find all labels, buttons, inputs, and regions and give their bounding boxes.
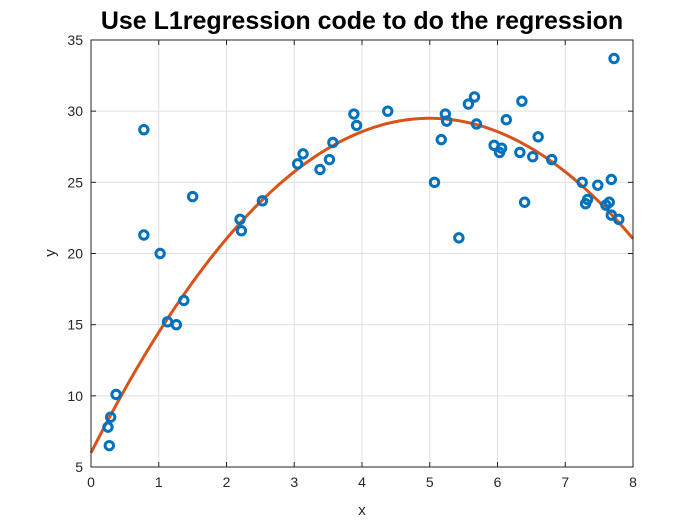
data-point xyxy=(138,229,150,241)
data-point xyxy=(516,95,528,107)
y-tick-label: 10 xyxy=(67,388,83,404)
data-point xyxy=(104,411,117,423)
data-point xyxy=(514,146,526,159)
y-tick-label: 35 xyxy=(67,32,83,48)
data-point xyxy=(495,142,508,154)
data-point xyxy=(327,136,339,149)
data-point xyxy=(592,179,604,191)
data-point xyxy=(256,195,269,207)
x-axis-label: x xyxy=(358,502,366,519)
data-point xyxy=(462,98,475,110)
y-tick-label: 30 xyxy=(67,103,83,119)
data-point xyxy=(435,133,447,146)
y-tick-label: 5 xyxy=(75,459,83,475)
data-point xyxy=(102,421,114,433)
data-point xyxy=(470,118,483,130)
data-point xyxy=(532,131,544,143)
x-tick-label: 6 xyxy=(494,474,502,490)
y-tick-label: 15 xyxy=(67,317,83,333)
data-point xyxy=(297,148,309,160)
y-axis-label: y xyxy=(42,249,59,257)
data-point xyxy=(154,247,166,260)
data-point xyxy=(103,439,115,452)
x-tick-label: 7 xyxy=(561,474,569,490)
data-point xyxy=(178,294,190,307)
data-point xyxy=(613,213,625,226)
data-point xyxy=(235,225,248,237)
x-axis-ticks: 0 1 2 3 4 5 6 7 8 xyxy=(87,40,637,490)
data-point xyxy=(323,153,336,166)
data-point xyxy=(186,190,199,203)
data-point xyxy=(291,158,304,170)
x-tick-label: 2 xyxy=(223,474,231,490)
data-point xyxy=(576,176,588,189)
x-tick-label: 8 xyxy=(629,474,637,490)
x-tick-label: 1 xyxy=(155,474,163,490)
data-point xyxy=(546,153,558,166)
data-point xyxy=(382,105,394,117)
x-tick-label: 5 xyxy=(426,474,434,490)
data-points-layer xyxy=(102,52,625,452)
data-point xyxy=(440,115,453,127)
data-point xyxy=(581,193,594,206)
chart-title: Use L1regression code to do the regressi… xyxy=(101,7,623,35)
data-point xyxy=(110,388,122,401)
data-point xyxy=(314,163,326,176)
x-tick-label: 4 xyxy=(358,474,366,490)
data-point xyxy=(605,173,618,186)
data-point xyxy=(608,52,620,65)
data-point xyxy=(468,91,481,103)
data-point xyxy=(234,213,246,226)
data-point xyxy=(350,119,363,132)
data-point xyxy=(170,318,183,331)
x-tick-label: 0 xyxy=(87,474,95,490)
y-tick-label: 20 xyxy=(67,246,83,262)
data-point xyxy=(453,232,465,244)
data-point xyxy=(518,196,531,208)
y-tick-label: 25 xyxy=(67,174,83,190)
y-axis-ticks: 5 10 15 20 25 30 35 xyxy=(67,32,633,475)
data-point xyxy=(428,176,441,189)
data-point xyxy=(138,123,150,136)
data-point xyxy=(527,151,539,163)
data-point xyxy=(348,108,360,120)
x-tick-label: 3 xyxy=(290,474,298,490)
data-point xyxy=(603,196,615,208)
data-point xyxy=(500,114,513,126)
